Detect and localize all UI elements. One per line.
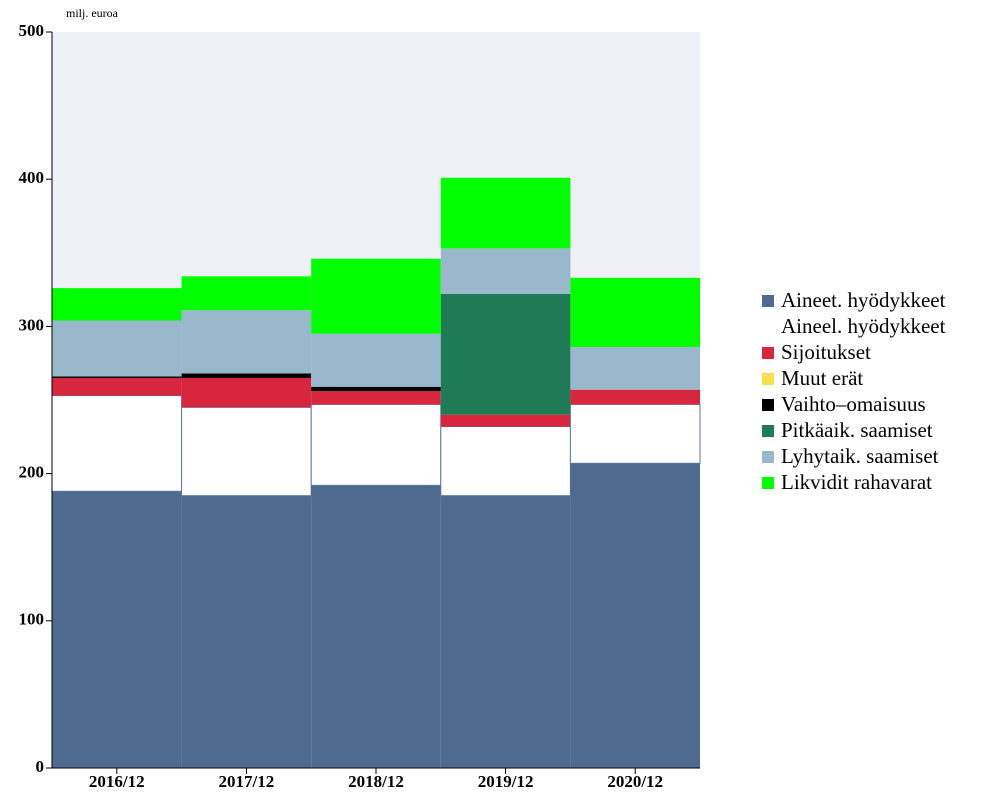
bar-segment xyxy=(181,276,312,311)
y-tick-label: 0 xyxy=(36,757,45,776)
legend-swatch xyxy=(762,295,774,307)
bar-segment xyxy=(310,403,442,486)
bar-segment xyxy=(440,414,571,427)
x-tick-label: 2017/12 xyxy=(219,772,275,791)
y-tick-label: 500 xyxy=(19,21,45,40)
x-tick-label: 2018/12 xyxy=(348,772,404,791)
bar-segment xyxy=(311,386,441,392)
legend-swatch xyxy=(762,347,774,359)
bar-segment xyxy=(52,491,182,768)
y-axis-unit: milj. euroa xyxy=(66,6,119,20)
bar-segment xyxy=(440,294,571,415)
legend-swatch xyxy=(762,399,774,411)
bar-segment xyxy=(311,333,441,387)
x-tick-label: 2016/12 xyxy=(89,772,145,791)
bar-segment xyxy=(181,310,312,374)
legend-label: Pitkäaik. saamiset xyxy=(781,418,933,442)
legend-label: Lyhytaik. saamiset xyxy=(781,444,939,468)
bar-segment xyxy=(51,395,183,492)
bar-segment xyxy=(181,406,312,497)
legend-swatch xyxy=(762,451,774,463)
legend-swatch xyxy=(762,477,774,489)
y-tick-label: 400 xyxy=(19,168,45,187)
bar-segment xyxy=(570,463,700,768)
bar-segment xyxy=(440,177,571,249)
legend-label: Likvidit rahavarat xyxy=(781,470,932,494)
bar-segment xyxy=(570,277,700,348)
bar-segment xyxy=(440,248,571,295)
y-tick-label: 200 xyxy=(19,463,45,482)
bar-segment xyxy=(440,495,571,768)
legend-swatch xyxy=(762,425,774,437)
bar-segment xyxy=(52,377,182,396)
bar-segment xyxy=(181,373,312,378)
bar-segment xyxy=(52,320,182,377)
legend-label: Aineet. hyödykkeet xyxy=(781,288,946,312)
bar-segment xyxy=(440,425,571,497)
bar-segment xyxy=(311,391,441,405)
x-tick-label: 2019/12 xyxy=(478,772,534,791)
bar-segment xyxy=(181,495,312,768)
legend-label: Vaihto–omaisuus xyxy=(781,392,926,416)
x-tick-label: 2020/12 xyxy=(607,772,663,791)
bar-segment xyxy=(52,288,182,321)
bar-segment xyxy=(311,485,441,768)
legend-label: Sijoitukset xyxy=(781,340,871,364)
y-tick-label: 100 xyxy=(19,610,45,629)
bar-segment xyxy=(569,403,701,464)
bar-segment xyxy=(570,347,700,390)
legend-label: Aineel. hyödykkeet xyxy=(781,314,946,338)
bar-segment xyxy=(181,377,312,408)
bar-segment xyxy=(311,258,441,334)
bar-segment xyxy=(570,389,700,405)
legend-swatch xyxy=(762,373,774,385)
legend-label: Muut erät xyxy=(781,366,863,390)
bar-segment xyxy=(52,376,182,378)
y-tick-label: 300 xyxy=(19,315,45,334)
legend-swatch xyxy=(762,321,774,333)
